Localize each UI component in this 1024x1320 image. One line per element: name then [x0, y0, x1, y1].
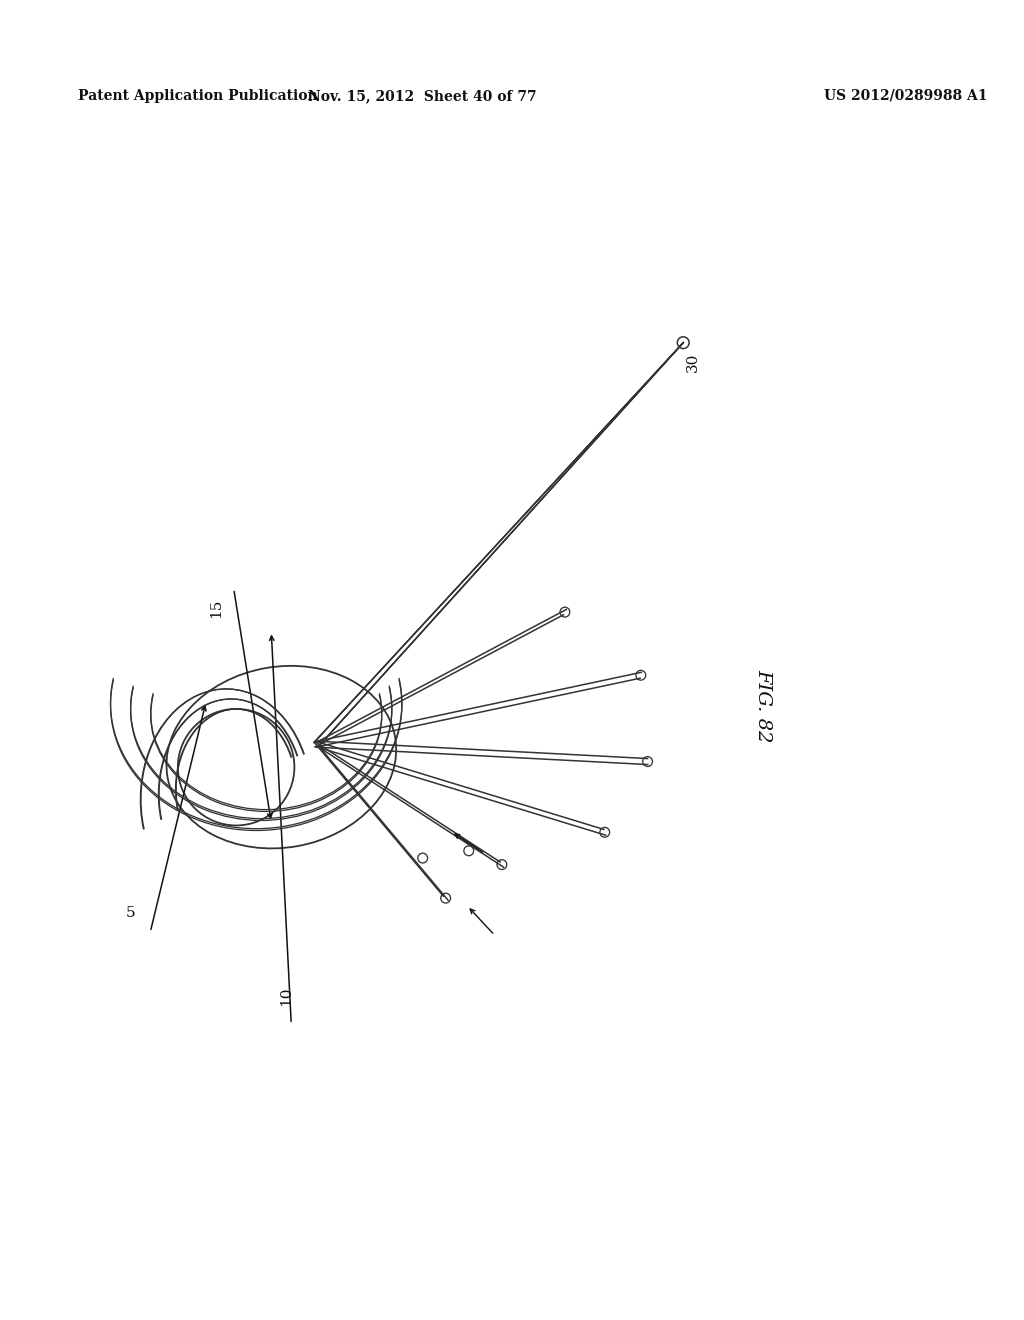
- Text: 5: 5: [126, 906, 135, 920]
- Text: Patent Application Publication: Patent Application Publication: [79, 88, 318, 103]
- Text: 30: 30: [686, 352, 700, 372]
- Text: 15: 15: [209, 598, 223, 618]
- Text: 10: 10: [280, 987, 293, 1006]
- Text: FIG. 82: FIG. 82: [755, 669, 772, 742]
- Text: Nov. 15, 2012  Sheet 40 of 77: Nov. 15, 2012 Sheet 40 of 77: [307, 88, 537, 103]
- Text: US 2012/0289988 A1: US 2012/0289988 A1: [824, 88, 988, 103]
